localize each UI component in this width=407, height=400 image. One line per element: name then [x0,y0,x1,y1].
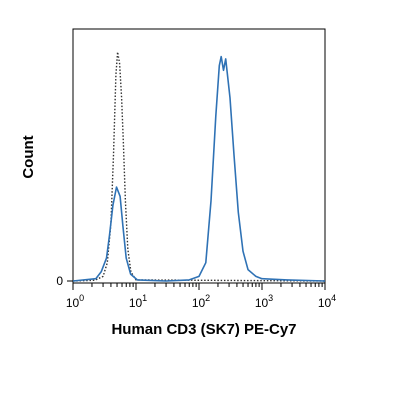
x-tick-label: 104 [318,293,336,310]
x-tick-label: 101 [129,293,147,310]
x-tick-base: 10 [192,296,206,310]
x-tick-base: 10 [318,296,332,310]
stained-histogram-line [72,55,326,282]
x-tick-exponent: 4 [331,293,336,303]
plot-frame [72,28,326,284]
series-layer [72,51,326,282]
x-tick-base: 10 [66,296,80,310]
x-axis-label: Human CD3 (SK7) PE-Cy7 [111,321,296,338]
x-tick-label: 102 [192,293,210,310]
x-tick-exponent: 0 [79,293,84,303]
x-tick-label: 103 [255,293,273,310]
x-tick-base: 10 [255,296,269,310]
control-histogram-line [72,51,326,282]
x-tick-exponent: 3 [268,293,273,303]
y-axis-label: Count [20,135,37,178]
x-tick-label: 100 [66,293,84,310]
x-tick-base: 10 [129,296,143,310]
x-tick-exponent: 1 [142,293,147,303]
x-tick-exponent: 2 [205,293,210,303]
y-tick-label: 0 [56,274,63,288]
